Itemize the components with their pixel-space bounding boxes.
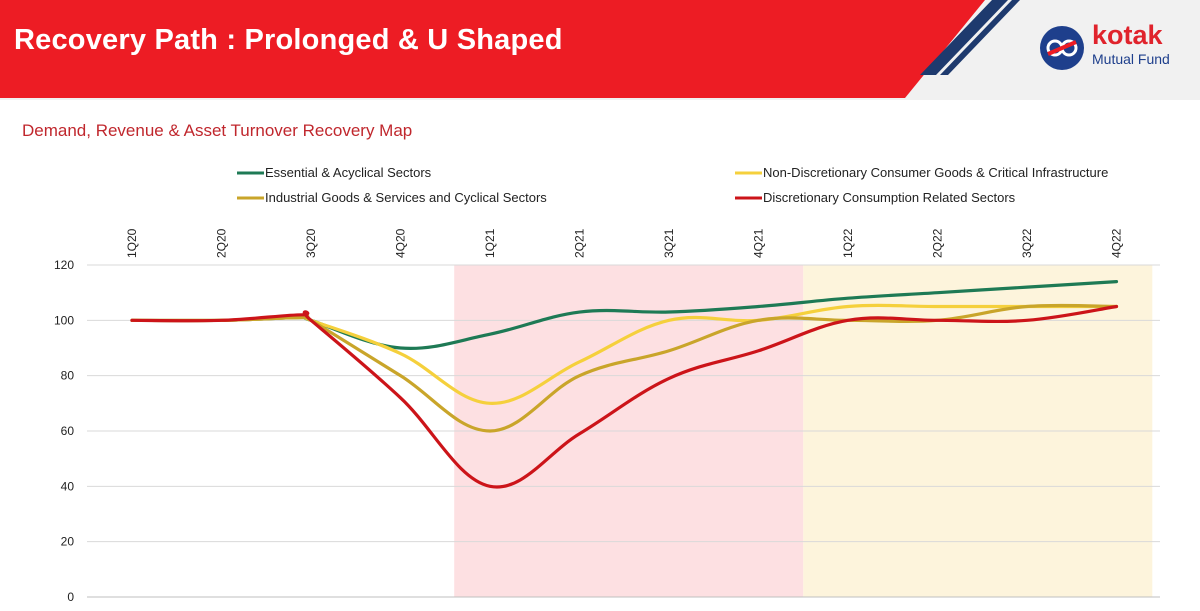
y-tick-label: 60 <box>61 424 75 438</box>
series-line-3 <box>130 304 1119 489</box>
legend-label: Non-Discretionary Consumer Goods & Criti… <box>763 165 1108 180</box>
y-tick-label: 20 <box>61 535 75 549</box>
chart-title: Demand, Revenue & Asset Turnover Recover… <box>22 121 413 140</box>
x-tick-label: 1Q22 <box>841 228 855 258</box>
header-navy-stripe-2 <box>940 0 1020 75</box>
x-tick-label: 2Q21 <box>573 228 587 258</box>
y-tick-label: 40 <box>61 479 75 493</box>
page-title: Recovery Path : Prolonged & U Shaped <box>14 24 563 56</box>
x-tick-label: 4Q22 <box>1110 228 1124 258</box>
logo-wordmark: kotak <box>1092 20 1163 50</box>
header-navy-stripe <box>920 0 1008 75</box>
legend-label: Essential & Acyclical Sectors <box>265 165 432 180</box>
kotak-logo-icon <box>1040 26 1084 70</box>
logo-subtitle: Mutual Fund <box>1092 51 1170 67</box>
header-red-band <box>0 0 985 98</box>
legend-label: Industrial Goods & Services and Cyclical… <box>265 190 547 205</box>
x-tick-label: 2Q22 <box>931 228 945 258</box>
legend-label: Discretionary Consumption Related Sector… <box>763 190 1016 205</box>
y-tick-label: 120 <box>54 258 74 272</box>
y-tick-label: 100 <box>54 313 74 327</box>
x-tick-label: 4Q20 <box>394 228 408 258</box>
x-tick-label: 3Q20 <box>304 228 318 258</box>
x-tick-label: 3Q22 <box>1020 228 1034 258</box>
y-tick-label: 80 <box>61 369 75 383</box>
x-tick-label: 4Q21 <box>752 228 766 258</box>
header-banner <box>0 0 1200 100</box>
x-tick-label: 1Q21 <box>483 228 497 258</box>
x-tick-label: 2Q20 <box>215 228 229 258</box>
x-tick-label: 3Q21 <box>662 228 676 258</box>
x-tick-label: 1Q20 <box>125 228 139 258</box>
y-tick-label: 0 <box>67 590 74 604</box>
